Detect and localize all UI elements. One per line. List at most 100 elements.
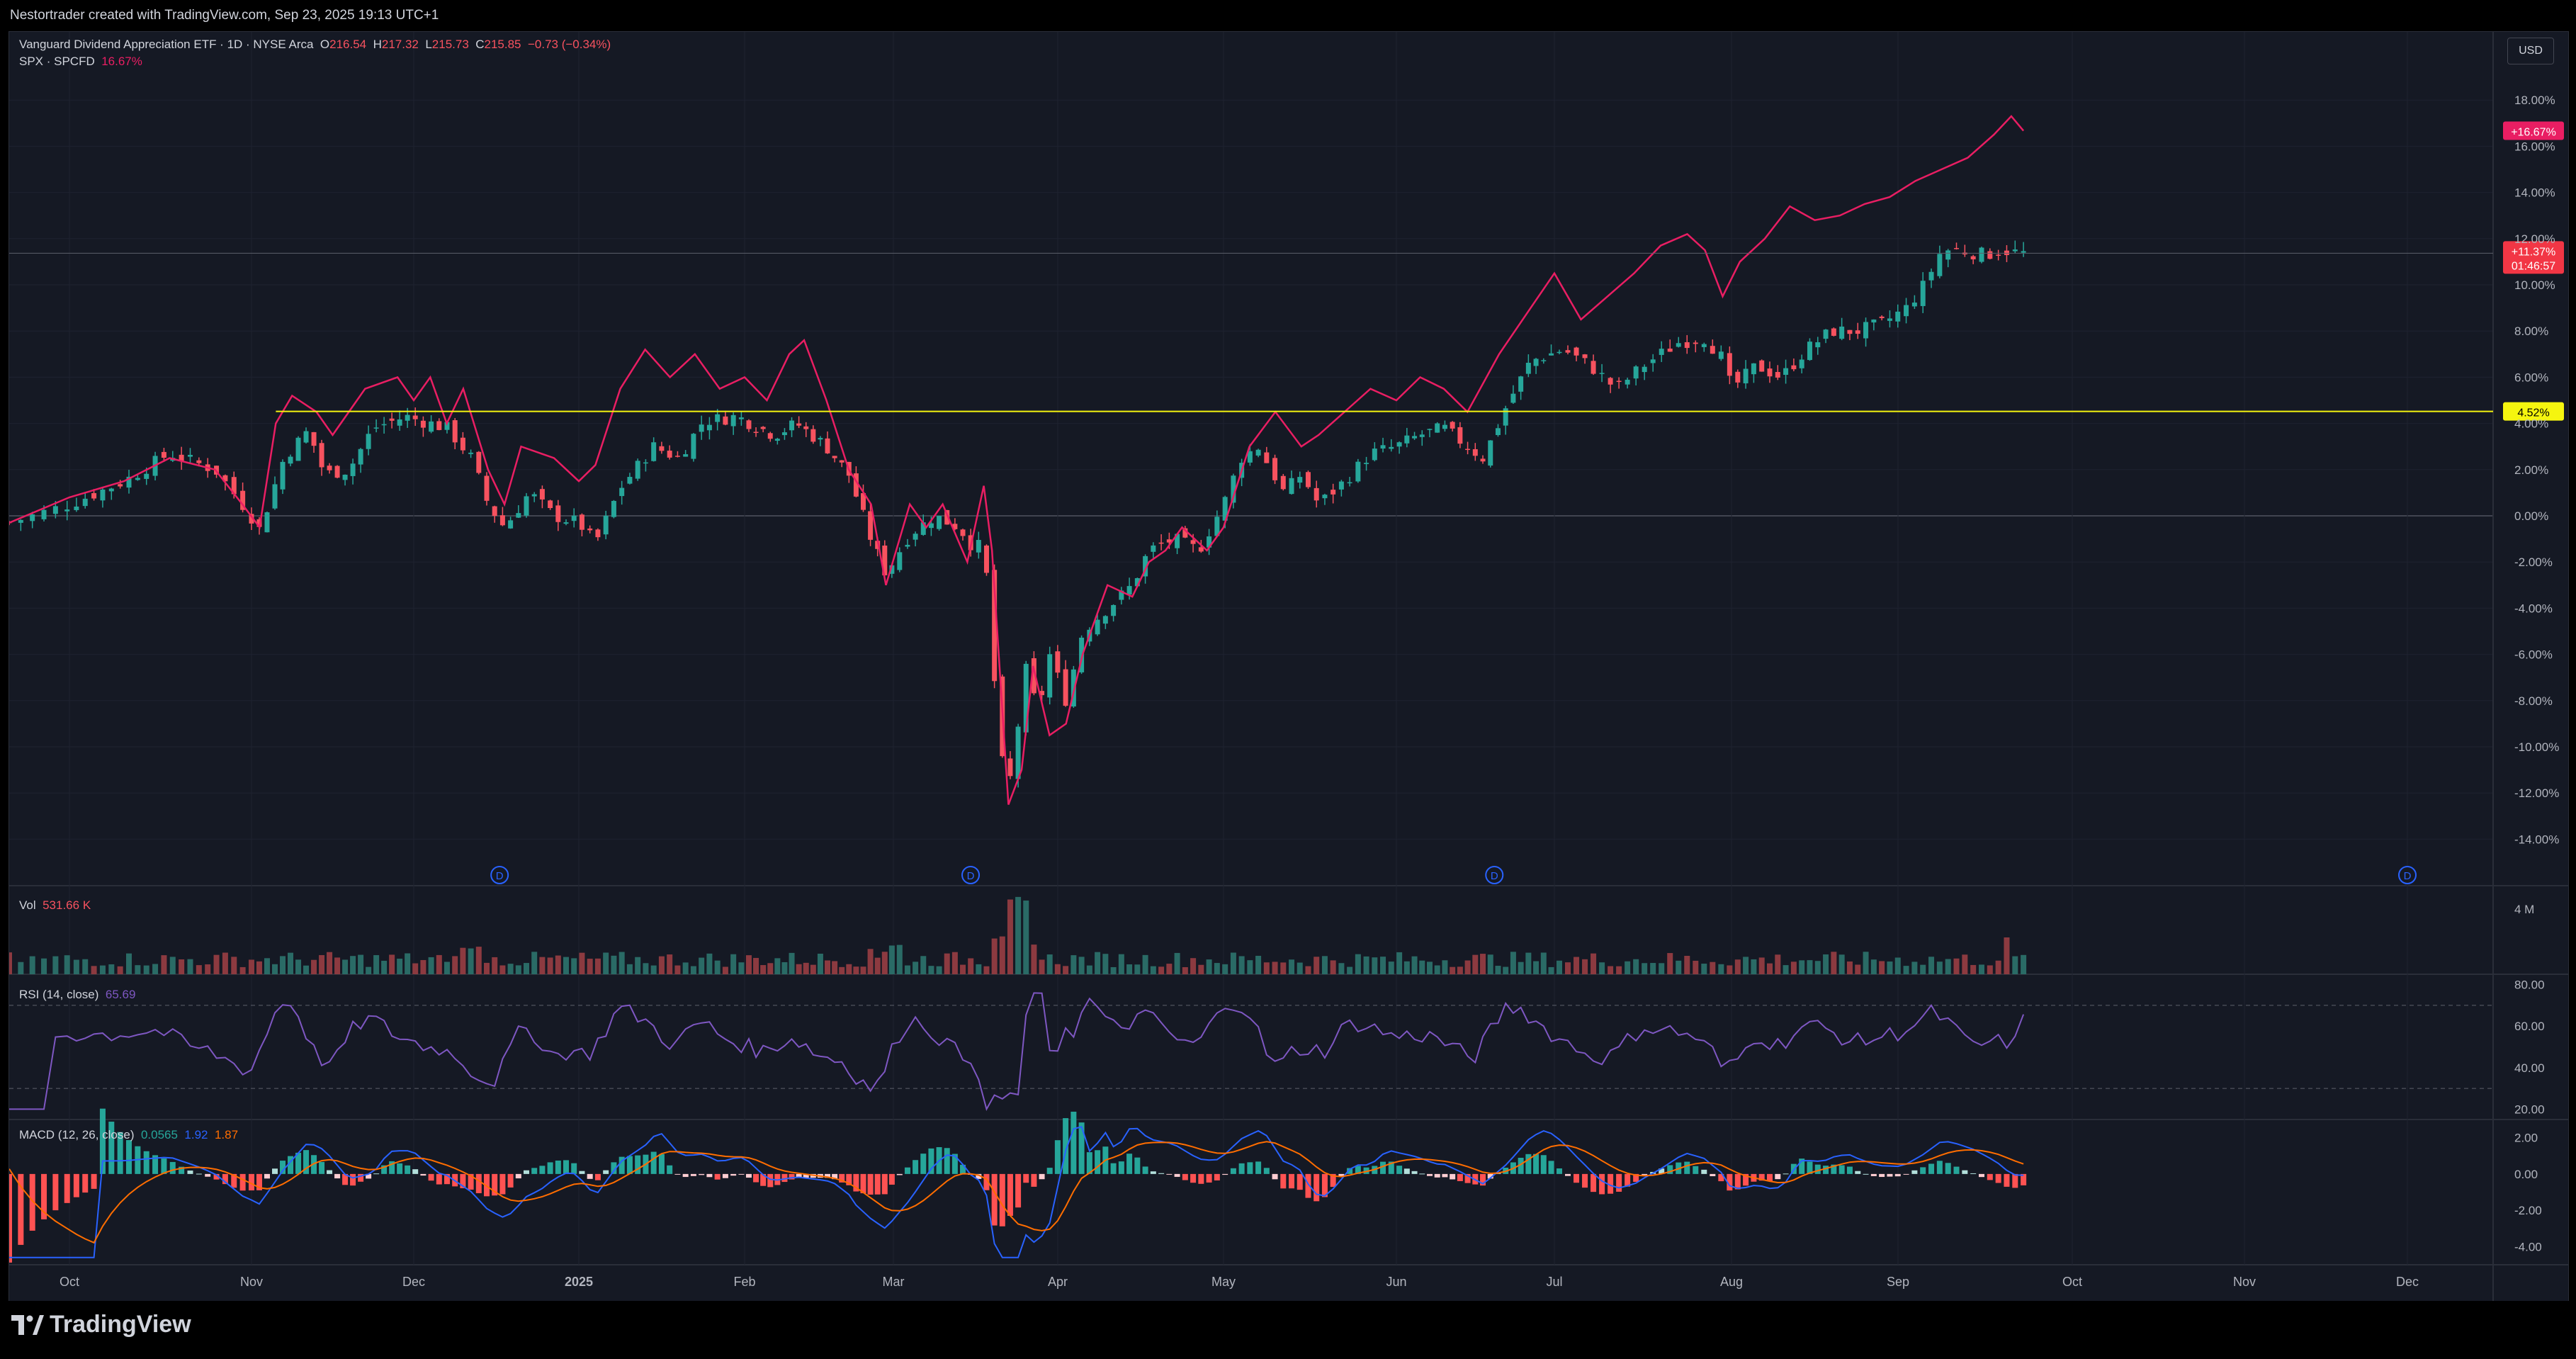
volume-bar <box>1565 962 1571 974</box>
candle-body <box>1510 393 1516 403</box>
macd-histogram-bar <box>650 1151 657 1174</box>
volume-bar <box>1174 952 1180 974</box>
candle-body <box>611 500 616 517</box>
candle-body <box>429 421 434 432</box>
volume-legend[interactable]: Vol 531.66 K <box>19 898 91 913</box>
volume-bar <box>205 964 211 974</box>
macd-histogram-bar <box>1321 1173 1328 1197</box>
close-value: 215.85 <box>484 38 521 51</box>
macd-histogram-bar <box>796 1173 802 1178</box>
volume-label[interactable]: Vol <box>19 898 36 912</box>
macd-histogram-bar <box>1995 1173 2001 1183</box>
compare-symbol[interactable]: SPX · SPCFD <box>19 55 95 68</box>
macd-histogram-bar <box>271 1168 278 1174</box>
candle-body <box>1404 435 1410 444</box>
macd-histogram-bar <box>1031 1173 1037 1187</box>
symbol-name[interactable]: Vanguard Dividend Appreciation ETF · 1D … <box>19 38 314 51</box>
candle-body <box>1863 322 1869 339</box>
candle-body <box>1070 669 1076 707</box>
macd-histogram-bar <box>1887 1173 1893 1177</box>
macd-histogram-bar <box>108 1122 115 1174</box>
volume-bar <box>1095 952 1101 974</box>
compare-legend[interactable]: SPX · SPCFD 16.67% <box>19 55 142 69</box>
volume-bar <box>1743 957 1749 974</box>
candle-body <box>272 484 278 509</box>
candle-body <box>1710 346 1715 354</box>
x-tick-label: Jul <box>1546 1275 1562 1289</box>
macd-histogram-bar <box>674 1173 681 1175</box>
main-legend[interactable]: Vanguard Dividend Appreciation ETF · 1D … <box>19 38 611 52</box>
candle-body <box>860 492 866 510</box>
candle-body <box>810 429 816 442</box>
candle-body <box>334 466 340 478</box>
candle-body <box>1247 451 1253 463</box>
macd-histogram-bar <box>635 1155 641 1174</box>
candle-body <box>1047 654 1053 698</box>
candle-body <box>1574 347 1579 356</box>
dividend-marker: D <box>961 866 981 884</box>
volume-bar <box>420 959 426 974</box>
currency-button[interactable]: USD <box>2507 38 2554 64</box>
volume-bar <box>913 962 919 974</box>
volume-bar <box>1525 952 1532 974</box>
candle-body <box>1297 477 1303 483</box>
candle-body <box>389 418 395 421</box>
macd-histogram-bar <box>1684 1161 1690 1174</box>
volume-bar <box>405 953 411 974</box>
macd-histogram-bar <box>1599 1173 1605 1195</box>
volume-bar <box>810 964 816 974</box>
candle-body <box>539 489 545 500</box>
volume-bar <box>239 966 246 974</box>
macd-histogram-bar <box>483 1173 490 1197</box>
macd-histogram-bar <box>389 1161 395 1174</box>
volume-bar <box>1182 966 1188 974</box>
macd-histogram-bar <box>1355 1166 1361 1174</box>
macd-histogram-bar <box>515 1173 521 1179</box>
candle-body <box>818 438 823 440</box>
volume-bar <box>91 966 97 974</box>
candle-body <box>327 466 332 470</box>
candle-body <box>1102 616 1108 624</box>
macd-label[interactable]: MACD (12, 26, close) <box>19 1128 135 1141</box>
volume-bar <box>1995 960 2001 974</box>
candle-body <box>1472 449 1478 456</box>
volume-bar <box>1086 965 1092 974</box>
rsi-legend[interactable]: RSI (14, close) 65.69 <box>19 988 135 1002</box>
volume-bar <box>319 954 325 974</box>
macd-histogram-bar <box>1039 1173 1045 1180</box>
volume-bar <box>690 966 696 974</box>
candle-body <box>508 520 514 529</box>
candle-body <box>1791 365 1797 370</box>
rsi-label[interactable]: RSI (14, close) <box>19 988 99 1001</box>
volume-bar <box>1548 966 1554 974</box>
y-tick-label: -14.00% <box>2514 833 2559 846</box>
candle-body <box>1642 366 1647 373</box>
volume-bar <box>1962 954 1968 974</box>
volume-bar <box>920 956 927 974</box>
volume-bar <box>983 966 990 974</box>
macd-histogram-bar <box>1150 1171 1156 1174</box>
macd-histogram-bar <box>722 1173 728 1178</box>
volume-bar <box>1480 954 1486 974</box>
macd-histogram-bar <box>350 1173 356 1186</box>
candle-body <box>1945 250 1951 260</box>
chart-canvas[interactable]: +16.67% +11.37% 01:46:57 4.52% D D D D 18.00% 16… <box>9 32 2568 1302</box>
volume-bar <box>789 952 795 974</box>
macd-legend[interactable]: MACD (12, 26, close) 0.0565 1.92 1.87 <box>19 1128 238 1142</box>
volume-bar <box>108 964 115 974</box>
volume-bar <box>1863 952 1869 974</box>
candle-body <box>1599 373 1605 374</box>
volume-bar <box>1190 958 1197 974</box>
candle-body <box>723 416 728 425</box>
macd-histogram-bar <box>1911 1170 1918 1174</box>
tradingview-logo[interactable]: TradingView <box>11 1311 191 1338</box>
macd-histogram-bar <box>1863 1173 1869 1175</box>
candle-body <box>1465 449 1471 451</box>
volume-bar <box>1289 959 1295 974</box>
macd-histogram-bar <box>1970 1173 1977 1174</box>
macd-histogram-bar <box>91 1173 97 1189</box>
volume-bar <box>1487 954 1493 974</box>
volume-bar <box>1338 963 1345 974</box>
macd-histogram-bar <box>222 1173 228 1185</box>
chart-area[interactable]: +16.67% +11.37% 01:46:57 4.52% D D D D 18.00% 16… <box>9 31 2569 1302</box>
